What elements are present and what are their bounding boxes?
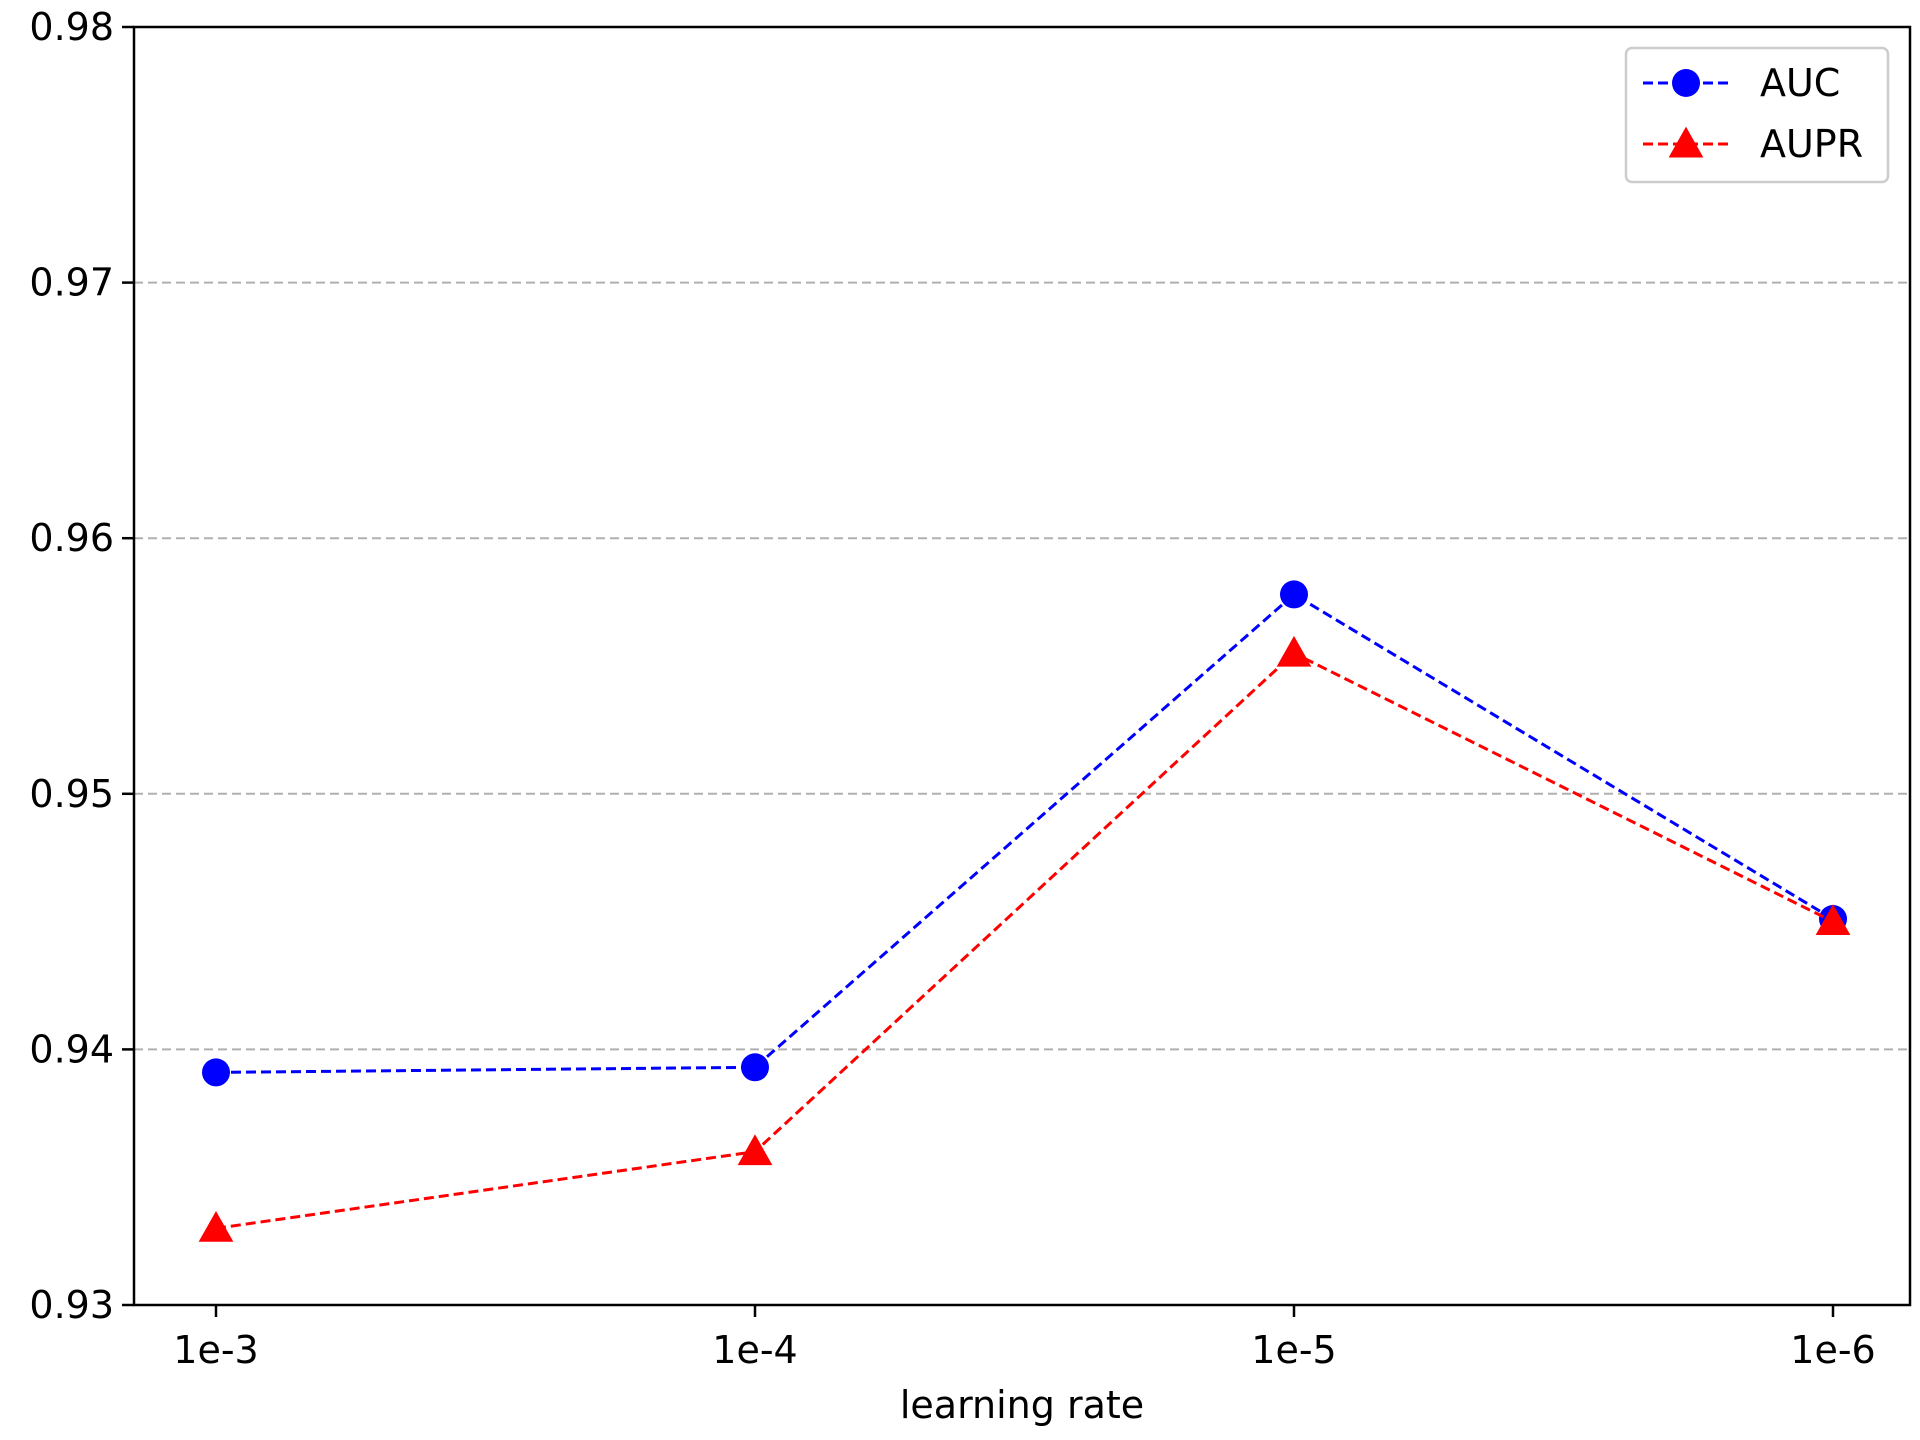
y-tick-label-5: 0.98: [29, 5, 114, 49]
y-tick-label-2: 0.95: [29, 772, 114, 816]
x-tick-label-2: 1e-5: [1251, 1328, 1336, 1372]
point-aupr-1: [737, 1134, 773, 1166]
point-auc-0: [202, 1058, 230, 1087]
point-aupr-3: [1815, 904, 1851, 936]
legend-marker-auc: [1672, 69, 1700, 97]
grid-lines: [134, 281, 1910, 1051]
point-aupr-0: [198, 1210, 234, 1242]
point-auc-2: [1280, 580, 1308, 609]
series-group: [198, 580, 1851, 1242]
y-tick-label-1: 0.94: [29, 1027, 114, 1071]
x-tick-label-0: 1e-3: [173, 1328, 258, 1372]
x-tick-label-1: 1e-4: [712, 1328, 797, 1372]
legend-marker-aupr: [1668, 126, 1704, 158]
y-axis: 0.93 0.94 0.95 0.96 0.97 0.98: [29, 5, 134, 1327]
legend-label-auc: AUC: [1760, 61, 1840, 105]
point-auc-1: [741, 1053, 769, 1082]
y-tick-label-3: 0.96: [29, 516, 114, 560]
series-line-aupr: [215, 651, 1834, 1230]
legend-label-aupr: AUPR: [1760, 122, 1863, 166]
x-tick-label-3: 1e-6: [1790, 1328, 1875, 1372]
plot-frame: [132, 25, 1912, 1307]
x-axis-title: learning rate: [900, 1383, 1144, 1427]
legend: AUC AUPR: [1624, 46, 1890, 184]
y-tick-label-0: 0.93: [29, 1283, 114, 1327]
point-aupr-2: [1276, 635, 1312, 667]
y-tick-label-4: 0.97: [29, 261, 114, 305]
x-axis: 1e-3 1e-4 1e-5 1e-6: [173, 1305, 1876, 1372]
